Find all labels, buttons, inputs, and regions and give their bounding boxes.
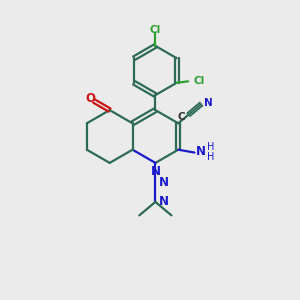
Text: Cl: Cl [150, 25, 161, 35]
Text: N: N [158, 195, 168, 208]
Text: N: N [196, 146, 206, 158]
Text: N: N [158, 176, 168, 189]
Text: H: H [207, 152, 214, 162]
Text: N: N [150, 165, 161, 178]
Text: H: H [207, 142, 214, 152]
Text: C: C [178, 112, 186, 122]
Text: Cl: Cl [194, 76, 205, 86]
Text: O: O [85, 92, 95, 105]
Text: N: N [204, 98, 212, 107]
